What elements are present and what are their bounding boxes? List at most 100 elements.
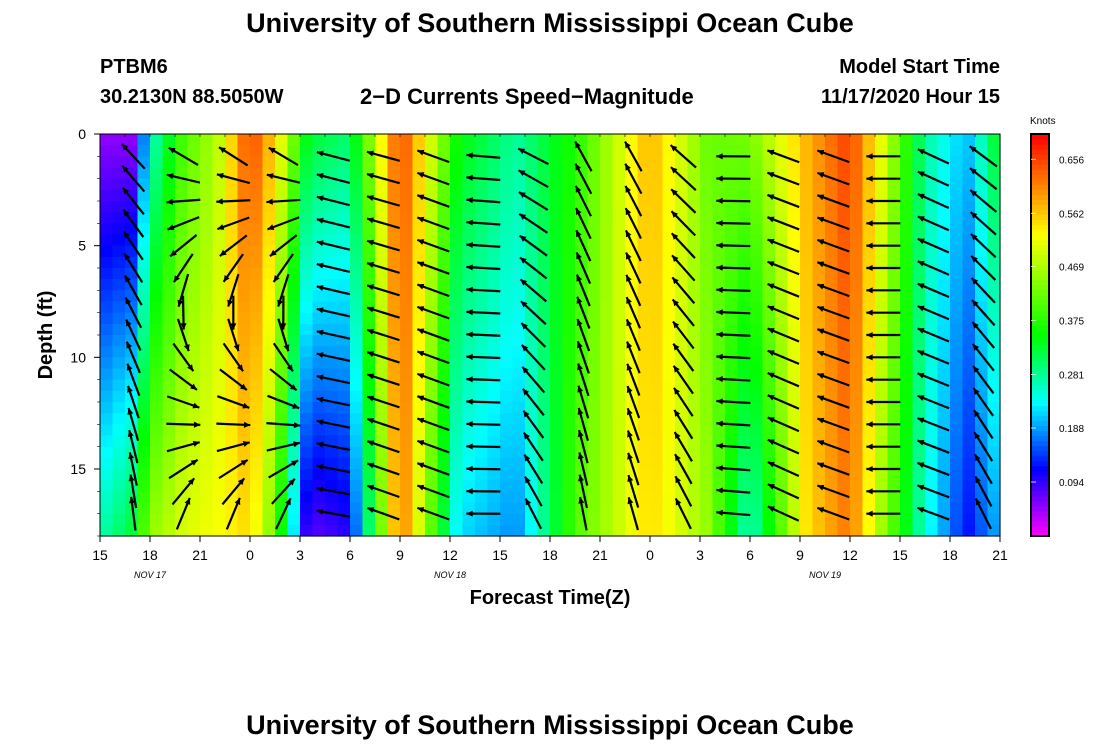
heatmap-cell	[137, 323, 151, 336]
heatmap-cell	[275, 223, 289, 236]
heatmap-cell	[100, 323, 114, 336]
heatmap-cell	[375, 368, 389, 381]
heatmap-cell	[312, 134, 326, 146]
heatmap-cell	[975, 413, 989, 425]
heatmap-cell	[212, 234, 226, 247]
heatmap-cell	[700, 491, 714, 504]
heatmap-cell	[200, 279, 214, 291]
heatmap-cell	[587, 402, 601, 414]
heatmap-cell	[800, 212, 814, 224]
heatmap-cell	[800, 346, 814, 358]
heatmap-cell	[562, 178, 576, 191]
heatmap-cell	[500, 379, 514, 392]
arrow-head	[316, 262, 324, 269]
colorbar-segment	[1031, 460, 1049, 467]
heatmap-cell	[262, 256, 276, 269]
heatmap-cell	[275, 491, 289, 504]
arrow-head	[286, 364, 293, 372]
heatmap-cell	[712, 424, 726, 437]
heatmap-cell	[650, 402, 664, 414]
heatmap-cell	[700, 413, 714, 425]
heatmap-cell	[212, 201, 226, 213]
heatmap-cell	[950, 156, 964, 169]
heatmap-cell	[125, 234, 139, 247]
heatmap-cell	[312, 335, 326, 347]
heatmap-cell	[175, 234, 189, 247]
heatmap-cell	[475, 279, 489, 291]
heatmap-cell	[300, 390, 314, 403]
heatmap-cell	[125, 212, 139, 224]
arrow-head	[167, 224, 175, 231]
heatmap-cell	[837, 256, 851, 269]
heatmap-cell	[950, 301, 964, 314]
heatmap-cell	[225, 312, 239, 325]
heatmap-cell	[687, 435, 701, 448]
heatmap-cell	[912, 290, 926, 303]
current-arrow	[466, 309, 501, 316]
colorbar-segment	[1031, 435, 1049, 442]
heatmap-cell	[600, 323, 614, 336]
heatmap-cell	[712, 513, 726, 526]
current-arrow	[128, 474, 138, 509]
arrow-head	[817, 373, 825, 379]
heatmap-cell	[100, 435, 114, 448]
heatmap-cell	[300, 446, 314, 459]
heatmap-cell	[837, 390, 851, 403]
heatmap-cell	[737, 357, 751, 370]
heatmap-cell	[500, 178, 514, 191]
arrow-head	[122, 165, 129, 173]
heatmap-cell	[912, 178, 926, 191]
heatmap-cell	[750, 368, 764, 381]
heatmap-cell	[212, 145, 226, 157]
heatmap-cell	[775, 435, 789, 448]
heatmap-cell	[112, 480, 126, 492]
heatmap-cell	[887, 256, 901, 269]
heatmap-cell	[100, 513, 114, 526]
heatmap-cell	[362, 524, 376, 537]
heatmap-cell	[200, 435, 214, 448]
heatmap-cell	[837, 513, 851, 526]
heatmap-cell	[800, 134, 814, 146]
heatmap-cell	[337, 402, 351, 414]
heatmap-cells	[100, 134, 1001, 537]
heatmap-cell	[162, 290, 176, 303]
current-arrow	[626, 430, 640, 464]
arrow-head	[417, 283, 425, 290]
heatmap-cell	[525, 435, 539, 448]
heatmap-cell	[712, 413, 726, 425]
current-arrow	[269, 368, 298, 392]
colorbar-segment	[1031, 495, 1049, 502]
heatmap-cell	[450, 368, 464, 381]
current-arrow	[974, 475, 993, 507]
heatmap-cell	[550, 379, 564, 392]
heatmap-cell	[350, 279, 364, 291]
heatmap-cell	[700, 480, 714, 492]
heatmap-cell	[912, 223, 926, 236]
heatmap-cell	[112, 256, 126, 269]
heatmap-cell	[925, 346, 939, 358]
current-arrow	[121, 186, 145, 216]
heatmap-cell	[900, 312, 914, 325]
heatmap-cell	[525, 145, 539, 157]
heatmap-cell	[350, 424, 364, 437]
arrow-head	[417, 440, 425, 446]
heatmap-cell	[787, 390, 801, 403]
colorbar-tick-label: 0.094	[1059, 478, 1084, 489]
heatmap-cell	[750, 402, 764, 414]
heatmap-cell	[100, 279, 114, 291]
heatmap-cell	[800, 435, 814, 448]
current-arrow	[366, 306, 400, 319]
heatmap-cell	[762, 245, 776, 258]
heatmap-cell	[637, 524, 651, 537]
heatmap-cell	[737, 268, 751, 280]
colorbar-segment	[1031, 289, 1049, 296]
heatmap-cell	[162, 379, 176, 392]
heatmap-cell	[587, 268, 601, 280]
heatmap-cell	[362, 312, 376, 325]
heatmap-cell	[450, 290, 464, 303]
arrow-head	[524, 476, 531, 484]
heatmap-cell	[937, 301, 951, 314]
heatmap-cell	[775, 390, 789, 403]
heatmap-cell	[850, 156, 864, 169]
heatmap-cell	[837, 268, 851, 280]
